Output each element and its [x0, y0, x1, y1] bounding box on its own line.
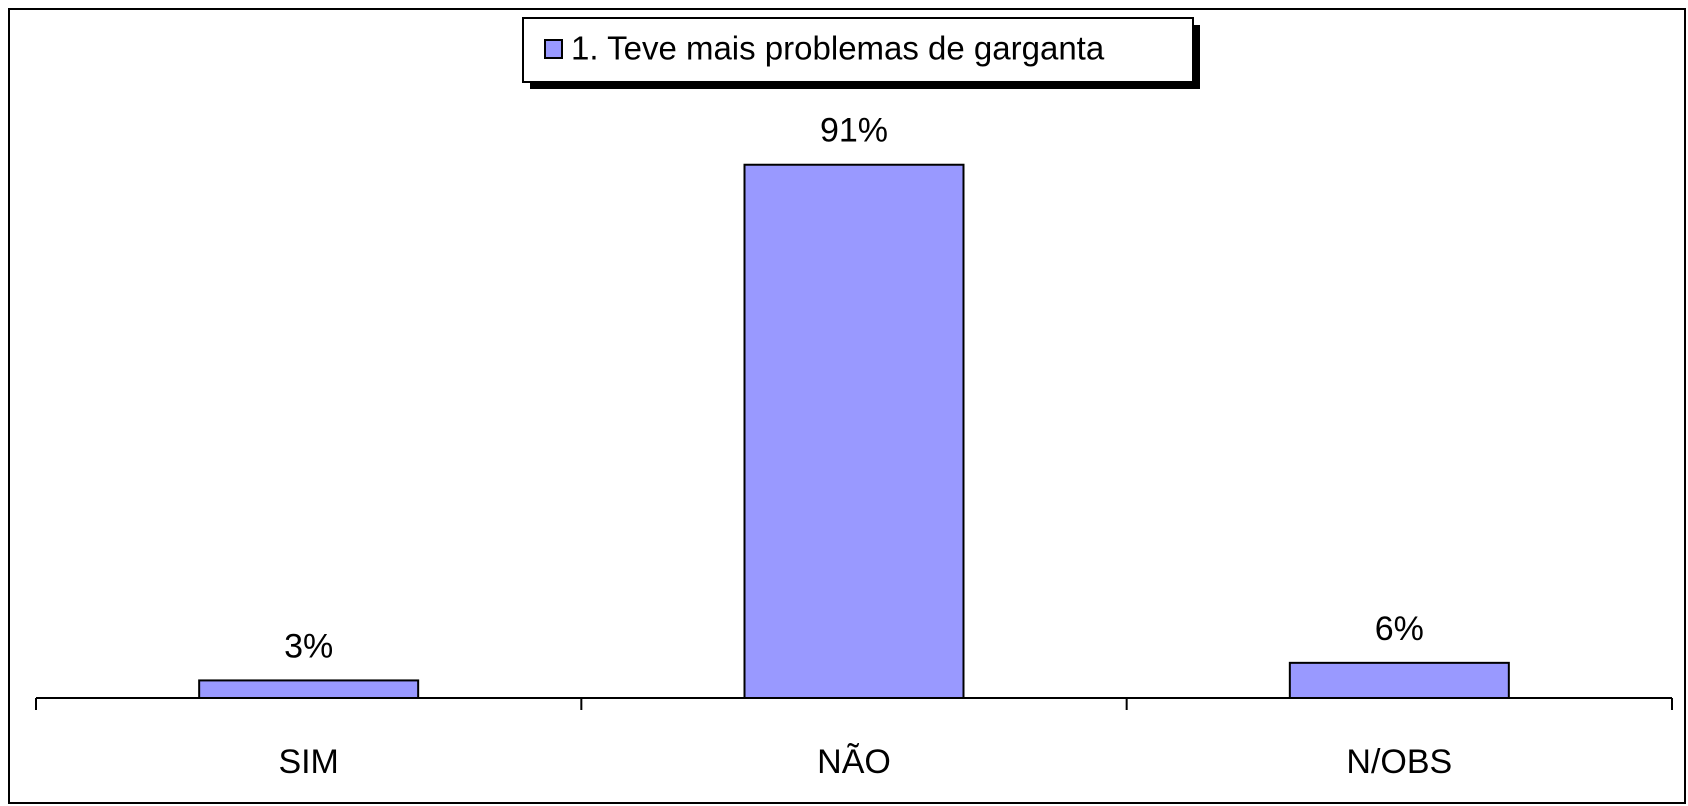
bar [743, 163, 965, 700]
x-tick-label: NÃO [817, 743, 891, 781]
legend-box [522, 17, 1194, 83]
data-label: 91% [820, 112, 888, 150]
x-tick-label: N/OBS [1346, 743, 1452, 781]
x-tick-label: SIM [278, 743, 338, 781]
legend-swatch [544, 39, 563, 59]
data-label: 3% [284, 627, 333, 665]
data-label: 6% [1375, 610, 1424, 648]
bar [1288, 661, 1510, 700]
legend-label: 1. Teve mais problemas de garganta [571, 30, 1105, 67]
bar [198, 679, 420, 699]
